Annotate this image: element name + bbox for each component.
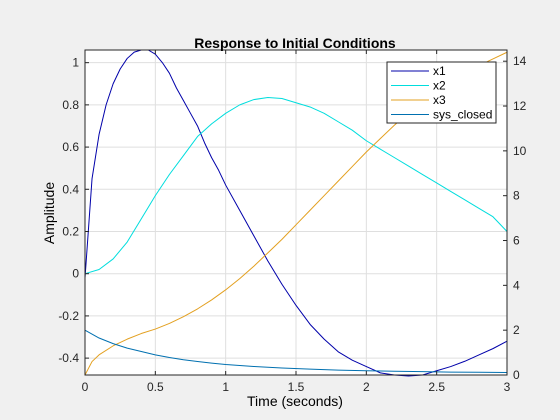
y-tick-label-left: 1 [72,56,79,70]
legend-label-x1: x1 [433,64,446,78]
x-tick-label: 2.5 [428,380,445,394]
x-tick-label: 0 [82,380,89,394]
y-tick-label-left: 0.4 [62,182,79,196]
legend-label-sys-closed: sys_closed [433,108,492,122]
y-tick-label-right: 14 [513,54,527,68]
y-tick-label-left: -0.2 [58,309,79,323]
y-tick-label-right: 6 [513,234,520,248]
y-tick-label-right: 4 [513,278,520,292]
y-tick-label-left: 0.8 [62,98,79,112]
series-line-x1 [84,49,508,377]
x-tick-label: 2 [363,380,370,394]
series-line-sys-closed [84,329,508,374]
y-tick-label-right: 0 [513,368,520,382]
series-line-x2 [84,96,508,275]
y-tick-label-left: 0.6 [62,140,79,154]
y-tick-label-left: 0.2 [62,224,79,238]
series-layer [84,49,508,377]
y-tick-labels-left: -0.4 -0.2 0 0.2 0.4 0.6 0.8 1 [58,56,79,365]
legend-label-x3: x3 [433,93,446,107]
x-tick-labels: 0 0.5 1 1.5 2 2.5 3 [82,380,511,394]
legend-label-x2: x2 [433,79,446,93]
x-tick-label: 1 [222,380,229,394]
legend-box [386,61,497,124]
ticks [84,50,508,376]
x-tick-label: 3 [504,380,511,394]
y-axis-label: Amplitude [41,182,57,244]
y-tick-label-left: 0 [72,267,79,281]
y-tick-label-right: 2 [513,323,520,337]
x-tick-label: 1.5 [288,380,305,394]
x-tick-label: 0.5 [147,380,164,394]
y-tick-label-left: -0.4 [58,351,79,365]
y-tick-labels-right: 0 2 4 6 8 10 12 14 [513,54,527,382]
y-tick-label-right: 10 [513,144,527,158]
y-tick-label-right: 12 [513,99,527,113]
chart-title: Response to Initial Conditions [194,35,396,51]
y-tick-label-right: 8 [513,189,520,203]
x-axis-label: Time (seconds) [247,393,343,409]
